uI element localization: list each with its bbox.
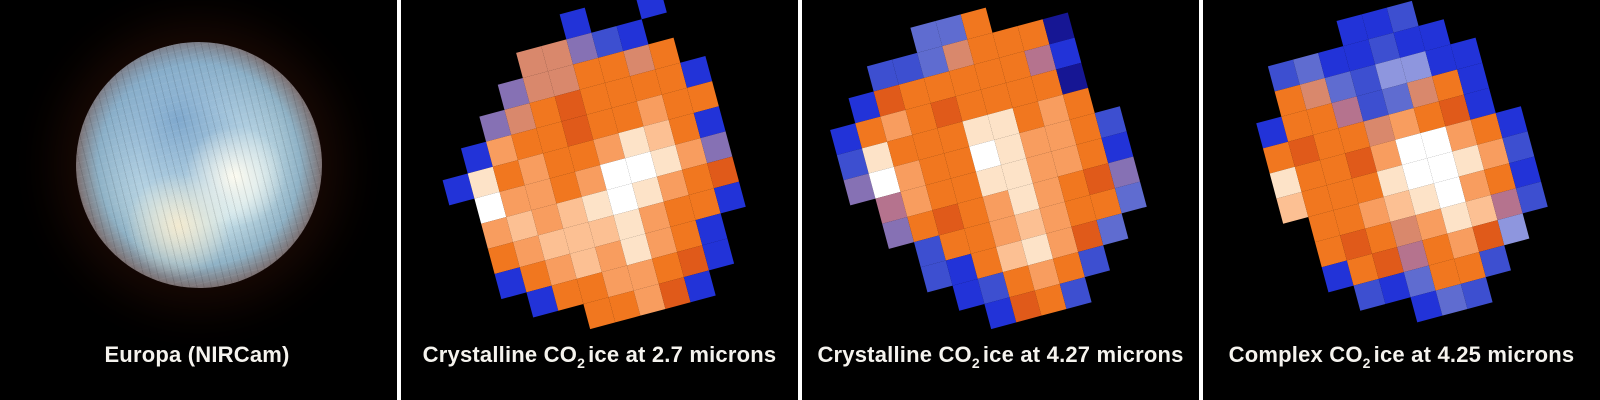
panel-caption: Crystalline CO2 ice at 4.27 microns [802,342,1199,371]
panel-crystalline-co2-4-27: Crystalline CO2 ice at 4.27 microns [802,0,1199,400]
europa-nircam-image [49,15,348,315]
caption-subscript: 2 [577,355,586,371]
caption-text: Crystalline CO [422,342,578,367]
pixel-grid-3 [1210,0,1592,356]
caption-suffix: ice at 4.25 microns [1373,342,1575,367]
caption-text: Europa (NIRCam) [104,342,290,367]
caption-subscript: 2 [1362,355,1371,371]
pixel-grid-1 [408,0,790,356]
europa-disk-rotator [49,15,348,315]
panel-divider [1199,0,1203,400]
caption-subscript: 2 [971,355,980,371]
caption-suffix: ice at 2.7 microns [588,342,777,367]
panel-caption: Crystalline CO2 ice at 2.7 microns [401,342,798,371]
caption-suffix: ice at 4.27 microns [982,342,1184,367]
panel-divider [798,0,802,400]
panel-caption: Complex CO2 ice at 4.25 microns [1203,342,1600,371]
panel-complex-co2-4-25: Complex CO2 ice at 4.25 microns [1203,0,1600,400]
caption-text: Complex CO [1228,342,1363,367]
caption-text: Crystalline CO [817,342,972,367]
pixel-grid-2 [809,0,1191,356]
panel-europa-nircam: Europa (NIRCam) [0,0,397,400]
panel-divider [397,0,401,400]
panel-crystalline-co2-2-7: Crystalline CO2 ice at 2.7 microns [401,0,798,400]
panel-caption: Europa (NIRCam) [0,342,397,368]
